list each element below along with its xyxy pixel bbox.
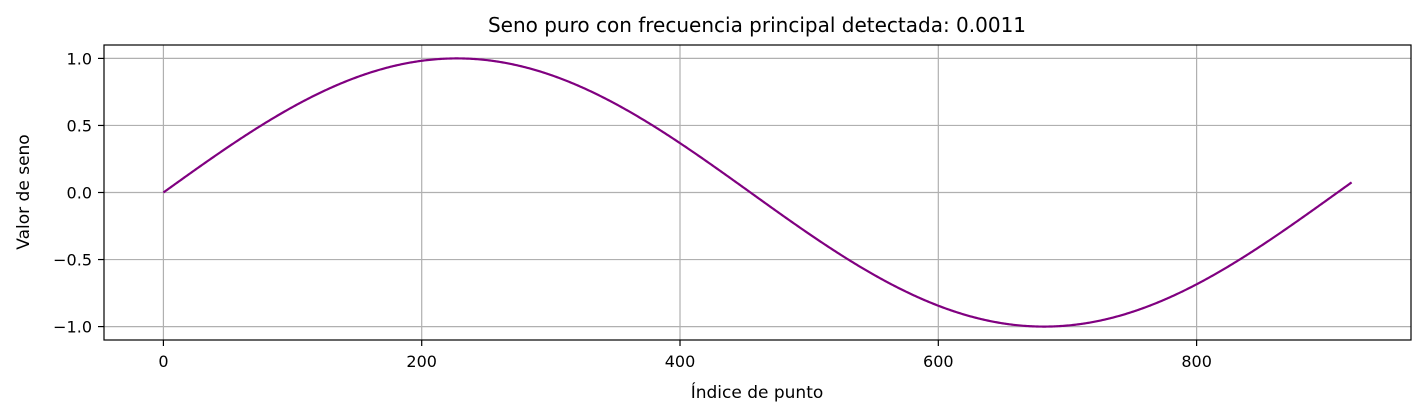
y-tick-label: 1.0 [67,49,92,68]
y-tick-label: −1.0 [53,318,92,337]
x-axis-label: Índice de punto [691,381,824,403]
x-tick-label: 600 [923,352,954,371]
series-layer [162,57,1353,328]
x-tick-label: 400 [665,352,696,371]
y-tick-label: −0.5 [53,251,92,270]
x-tick-label: 200 [406,352,437,371]
grid-lines [104,45,1411,340]
axis-ticks: 0 200 400 600 800 1.0 0.5 0.0 −0.5 −1.0 [53,49,1212,371]
x-tick-label: 0 [158,352,168,371]
y-tick-label: 0.0 [67,184,92,203]
y-tick-label: 0.5 [67,116,92,135]
series-line [162,57,1353,328]
y-axis-label: Valor de seno [14,134,34,249]
chart-title: Seno puro con frecuencia principal detec… [488,13,1026,37]
x-tick-label: 800 [1181,352,1212,371]
